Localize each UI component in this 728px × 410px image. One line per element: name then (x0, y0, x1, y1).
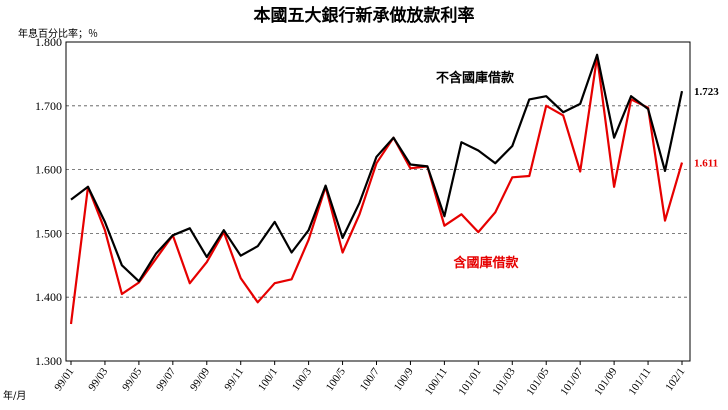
x-tick-label: 99/09 (188, 365, 212, 393)
y-tick-label: 1.400 (35, 290, 62, 304)
x-tick-label: 101/07 (558, 365, 586, 397)
x-tick-label: 100/11 (423, 366, 450, 398)
x-tick-label: 100/7 (358, 365, 382, 393)
y-tick-label: 1.600 (35, 163, 62, 177)
gridlines (66, 105, 690, 298)
x-tick-label: 100/5 (324, 365, 348, 393)
x-tick-label: 99/11 (222, 366, 246, 393)
x-tick-label: 101/11 (626, 366, 653, 398)
x-tick-label: 102/1 (663, 366, 687, 393)
end-value-label: 1.723 (694, 86, 719, 98)
x-tick-label: 99/01 (52, 366, 76, 393)
x-tick-label: 99/03 (86, 365, 110, 393)
series-label: 不含國庫借款 (436, 70, 515, 86)
x-tick-label: 101/03 (490, 365, 518, 397)
y-axis-label: 年息百分比率；％ (18, 27, 98, 40)
plot-frame (65, 41, 691, 362)
y-axis-ticks: 1.300 1.400 1.500 1.600 1.700 1.800 (35, 35, 62, 368)
y-tick-label: 1.800 (35, 35, 62, 49)
x-tick-label: 99/07 (154, 365, 178, 393)
y-tick-label: 1.300 (35, 354, 62, 368)
chart-title: 本國五大銀行新承做放款利率 (254, 5, 475, 26)
y-tick-label: 1.500 (35, 226, 62, 240)
x-tick-label: 100/3 (290, 365, 314, 393)
x-tick-label: 101/01 (456, 366, 483, 398)
x-tick-label: 100/9 (392, 365, 416, 393)
series-line (70, 53, 684, 283)
x-tick-label: 100/1 (256, 366, 280, 393)
y-tick-label: 1.700 (35, 99, 62, 113)
series-label: 含國庫借款 (452, 255, 519, 271)
x-tick-label: 101/05 (524, 365, 552, 397)
end-value-label: 1.611 (694, 158, 718, 170)
x-tick-label: 101/09 (592, 365, 620, 397)
x-axis-label: 年/月 (3, 389, 26, 402)
series-lines (69, 53, 684, 325)
x-tick-label: 99/05 (120, 365, 144, 393)
x-axis-ticks: 99/01 99/03 99/05 99/07 99/09 99/11 100/1 100/3… (52, 361, 687, 398)
series-line (69, 55, 684, 325)
